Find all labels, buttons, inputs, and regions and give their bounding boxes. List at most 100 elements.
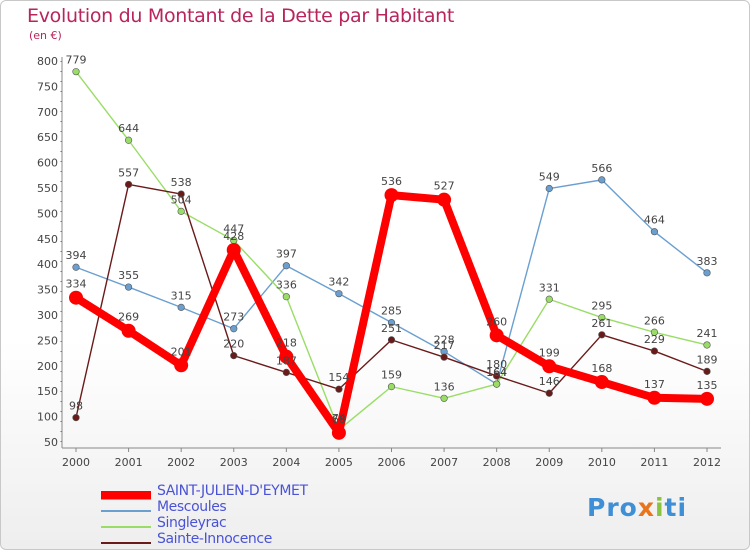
x-tick-label: 2000 <box>62 456 90 469</box>
data-point <box>331 425 346 440</box>
y-tick-label: 500 <box>37 207 58 220</box>
data-label: 779 <box>66 54 87 67</box>
data-point <box>489 328 504 343</box>
legend-label: Sainte-Innocence <box>157 531 272 547</box>
data-point <box>279 349 294 364</box>
data-point <box>594 375 609 390</box>
data-label: 98 <box>69 400 83 413</box>
data-point <box>124 136 133 144</box>
x-tick-label: 2010 <box>588 456 616 469</box>
data-label: 273 <box>223 311 244 324</box>
data-point <box>387 383 396 391</box>
data-label: 383 <box>697 255 718 268</box>
data-label: 447 <box>223 222 244 235</box>
data-point <box>545 295 553 303</box>
data-point <box>650 328 659 336</box>
data-point <box>226 242 241 257</box>
y-tick-label: 150 <box>37 385 58 398</box>
x-tick-label: 2006 <box>378 456 406 469</box>
data-label: 251 <box>381 322 402 335</box>
y-tick-label: 300 <box>37 309 58 322</box>
data-label: 220 <box>223 338 244 351</box>
data-point <box>124 283 133 291</box>
data-point <box>700 391 714 406</box>
data-label: 218 <box>276 337 297 350</box>
data-point <box>703 367 711 375</box>
data-point <box>493 372 501 380</box>
x-tick-label: 2002 <box>167 456 195 469</box>
y-tick-label: 400 <box>37 258 58 271</box>
data-point <box>282 262 290 270</box>
data-point <box>69 290 83 305</box>
unit-label: (en €) <box>29 29 62 42</box>
data-point <box>230 325 238 333</box>
data-point <box>121 323 136 338</box>
data-label: 644 <box>118 122 139 135</box>
data-point <box>703 269 711 277</box>
data-point <box>282 368 290 377</box>
legend-swatch <box>101 526 151 528</box>
legend-label: Mescoules <box>157 499 227 515</box>
data-label: 394 <box>66 249 87 262</box>
y-tick-label: 450 <box>37 233 58 246</box>
data-label: 229 <box>644 333 665 346</box>
data-point <box>387 336 396 344</box>
x-tick-label: 2005 <box>325 456 353 469</box>
data-point <box>72 414 80 422</box>
data-label: 159 <box>381 369 402 382</box>
y-tick-label: 350 <box>37 284 58 297</box>
data-point <box>440 394 448 402</box>
data-label: 342 <box>328 276 349 289</box>
data-label: 137 <box>644 378 665 391</box>
legend-swatch <box>101 510 151 512</box>
data-point <box>545 389 553 397</box>
data-label: 164 <box>486 366 507 379</box>
data-point <box>124 180 133 189</box>
data-point <box>174 358 189 373</box>
legend-swatch <box>101 542 151 544</box>
data-point <box>177 190 185 198</box>
data-label: 189 <box>697 353 718 366</box>
x-tick-label: 2001 <box>115 456 143 469</box>
x-tick-label: 2003 <box>220 456 248 469</box>
data-label: 260 <box>486 315 507 328</box>
data-label: 557 <box>118 166 139 179</box>
data-label: 315 <box>171 289 192 302</box>
data-point <box>177 207 185 215</box>
data-point <box>335 290 343 298</box>
data-point <box>177 303 185 311</box>
data-point <box>440 353 448 361</box>
data-label: 261 <box>591 317 612 330</box>
data-point <box>72 68 80 76</box>
data-label: 180 <box>486 358 507 371</box>
data-label: 397 <box>276 248 297 261</box>
x-tick-label: 2008 <box>483 456 511 469</box>
data-label: 146 <box>539 375 560 388</box>
data-label: 168 <box>591 362 612 375</box>
data-label: 336 <box>276 279 297 292</box>
data-label: 428 <box>223 230 244 243</box>
y-tick-label: 800 <box>37 55 58 68</box>
data-point <box>335 385 343 393</box>
data-point <box>72 263 80 271</box>
data-label: 549 <box>539 171 560 184</box>
x-tick-label: 2007 <box>430 456 458 469</box>
legend-label: SAINT-JULIEN-D'EYMET <box>157 483 308 499</box>
data-label: 164 <box>486 366 507 379</box>
data-label: 464 <box>644 214 665 227</box>
data-label: 68 <box>332 413 346 426</box>
data-point <box>230 352 238 360</box>
data-point <box>493 380 501 388</box>
data-label: 136 <box>434 380 455 393</box>
y-tick-label: 200 <box>37 360 58 373</box>
legend-label: Singleyrac <box>157 515 227 531</box>
data-point <box>650 228 659 236</box>
x-tick-label: 2009 <box>535 456 563 469</box>
data-label: 331 <box>539 281 560 294</box>
data-label: 566 <box>591 162 612 175</box>
x-tick-label: 2004 <box>272 456 300 469</box>
y-tick-label: 700 <box>37 106 58 119</box>
y-tick-label: 100 <box>37 411 58 424</box>
proxiti-logo: Proxiti <box>587 493 688 522</box>
